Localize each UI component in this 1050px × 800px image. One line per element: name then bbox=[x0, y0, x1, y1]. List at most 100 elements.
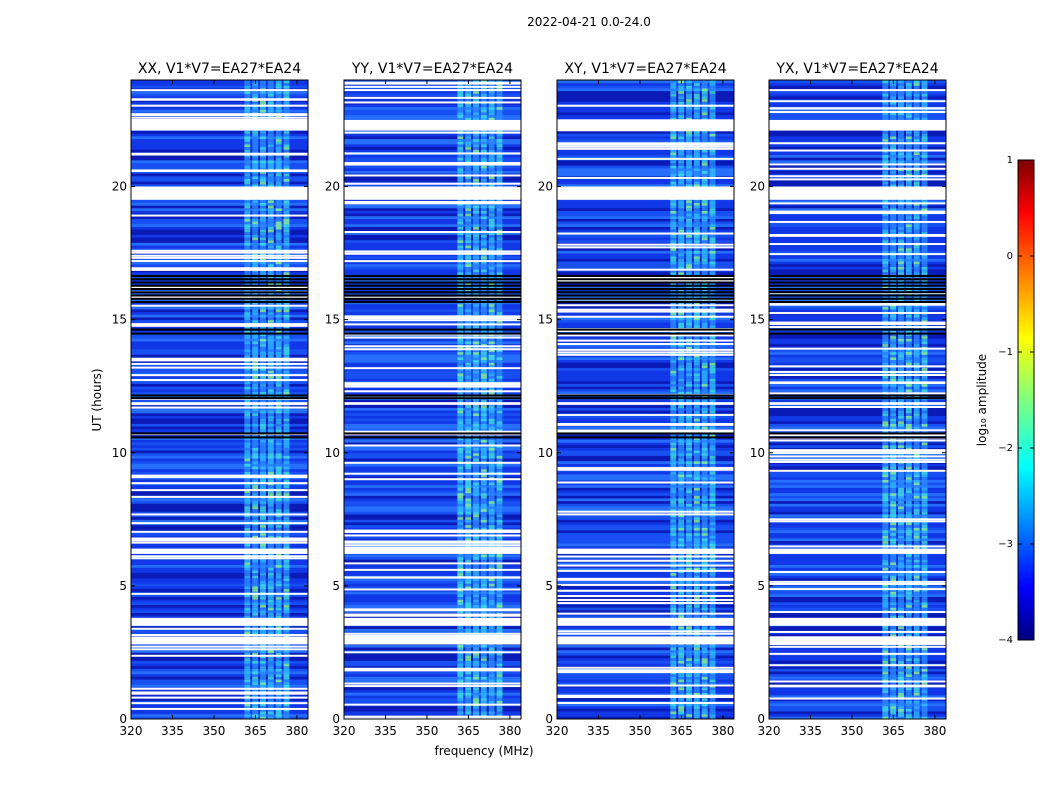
rfi-cell bbox=[701, 644, 708, 648]
row-band bbox=[344, 247, 521, 251]
rfi-cell bbox=[244, 697, 251, 701]
rfi-cell bbox=[465, 484, 472, 488]
flag-line bbox=[344, 250, 521, 253]
rfi-cell bbox=[693, 311, 700, 315]
rfi-cell bbox=[496, 167, 503, 172]
rfi-cell bbox=[465, 93, 472, 97]
rfi-cell bbox=[275, 703, 282, 707]
rfi-cell bbox=[244, 588, 251, 592]
rfi-cell bbox=[465, 604, 472, 608]
rfi-cell bbox=[709, 205, 716, 209]
rfi-cell bbox=[678, 255, 685, 259]
row-band bbox=[131, 663, 308, 667]
row-band bbox=[344, 183, 521, 187]
rfi-cell bbox=[693, 380, 700, 385]
rfi-cell bbox=[275, 130, 282, 134]
rfi-cell bbox=[465, 237, 472, 241]
rfi-cell bbox=[275, 165, 282, 169]
rfi-cell bbox=[283, 375, 290, 379]
rfi-cell bbox=[473, 601, 479, 606]
rfi-cell bbox=[670, 202, 677, 206]
row-band bbox=[131, 490, 308, 494]
rfi-cell bbox=[693, 316, 700, 321]
rfi-cell bbox=[244, 351, 251, 355]
rfi-cell bbox=[480, 266, 487, 270]
row-band bbox=[557, 708, 734, 712]
rfi-cell bbox=[275, 612, 282, 616]
rfi-cell bbox=[244, 543, 251, 547]
rfi-cell bbox=[670, 556, 677, 560]
rfi-cell bbox=[480, 604, 487, 608]
rfi-cell bbox=[480, 80, 487, 84]
rfi-cell bbox=[701, 383, 708, 387]
rfi-cell bbox=[496, 306, 503, 310]
rfi-cell bbox=[275, 601, 282, 606]
rfi-cell bbox=[283, 181, 290, 185]
rfi-cell bbox=[465, 106, 472, 110]
rfi-cell bbox=[473, 237, 479, 241]
rfi-cell bbox=[267, 559, 274, 563]
rfi-cell bbox=[488, 175, 495, 180]
rfi-cell bbox=[693, 388, 700, 393]
row-band bbox=[344, 279, 521, 283]
rfi-cell bbox=[693, 567, 700, 571]
rfi-cell bbox=[465, 306, 472, 310]
rfi-cell bbox=[457, 423, 464, 427]
rfi-cell bbox=[457, 362, 464, 366]
rfi-cell bbox=[709, 282, 716, 286]
rfi-cell bbox=[252, 263, 259, 267]
flag-line bbox=[131, 707, 308, 710]
rfi-cell bbox=[267, 420, 274, 424]
rfi-cell bbox=[670, 532, 677, 536]
rfi-cell bbox=[678, 210, 685, 214]
rfi-cell bbox=[496, 93, 503, 97]
row-band bbox=[131, 585, 308, 590]
rfi-cell bbox=[260, 569, 266, 574]
row-band bbox=[344, 269, 521, 273]
rfi-cell bbox=[488, 511, 495, 515]
rfi-cell bbox=[244, 282, 251, 286]
rfi-cell bbox=[678, 247, 685, 251]
rfi-cell bbox=[678, 399, 685, 403]
rfi-cell bbox=[678, 386, 685, 390]
rfi-cell bbox=[275, 434, 282, 438]
rfi-cell bbox=[709, 362, 716, 366]
rfi-cell bbox=[496, 506, 503, 510]
rfi-cell bbox=[686, 199, 692, 203]
rfi-cell bbox=[465, 420, 472, 424]
rfi-cell bbox=[260, 596, 266, 600]
rfi-cell bbox=[252, 391, 259, 395]
row-band bbox=[131, 506, 308, 510]
flag-line bbox=[344, 336, 521, 339]
rfi-cell bbox=[701, 508, 708, 512]
rfi-cell bbox=[267, 418, 274, 422]
rfi-cell bbox=[701, 492, 708, 496]
rfi-cell bbox=[457, 713, 464, 717]
rfi-cell bbox=[275, 117, 282, 121]
rfi-cell bbox=[252, 681, 259, 685]
flag-line bbox=[131, 537, 308, 540]
rfi-cell bbox=[252, 463, 259, 467]
rfi-cell bbox=[678, 207, 685, 211]
rfi-cell bbox=[267, 700, 274, 704]
rfi-cell bbox=[275, 439, 282, 443]
rfi-cell bbox=[488, 308, 495, 313]
rfi-cell bbox=[260, 577, 266, 582]
rfi-cell bbox=[480, 319, 487, 323]
rfi-cell bbox=[267, 697, 274, 701]
row-band bbox=[344, 346, 521, 350]
rfi-cell bbox=[496, 713, 503, 717]
rfi-cell bbox=[457, 279, 464, 283]
rfi-cell bbox=[678, 692, 685, 696]
rfi-cell bbox=[693, 471, 700, 475]
rfi-cell bbox=[473, 269, 479, 273]
rfi-cell bbox=[267, 306, 274, 310]
rfi-cell bbox=[480, 564, 487, 568]
rfi-cell bbox=[252, 375, 259, 379]
rfi-cell bbox=[252, 705, 259, 709]
row-band bbox=[344, 439, 521, 443]
rfi-cell bbox=[457, 553, 464, 558]
y-tick-label: 10 bbox=[112, 446, 127, 460]
rfi-cell bbox=[283, 117, 290, 121]
